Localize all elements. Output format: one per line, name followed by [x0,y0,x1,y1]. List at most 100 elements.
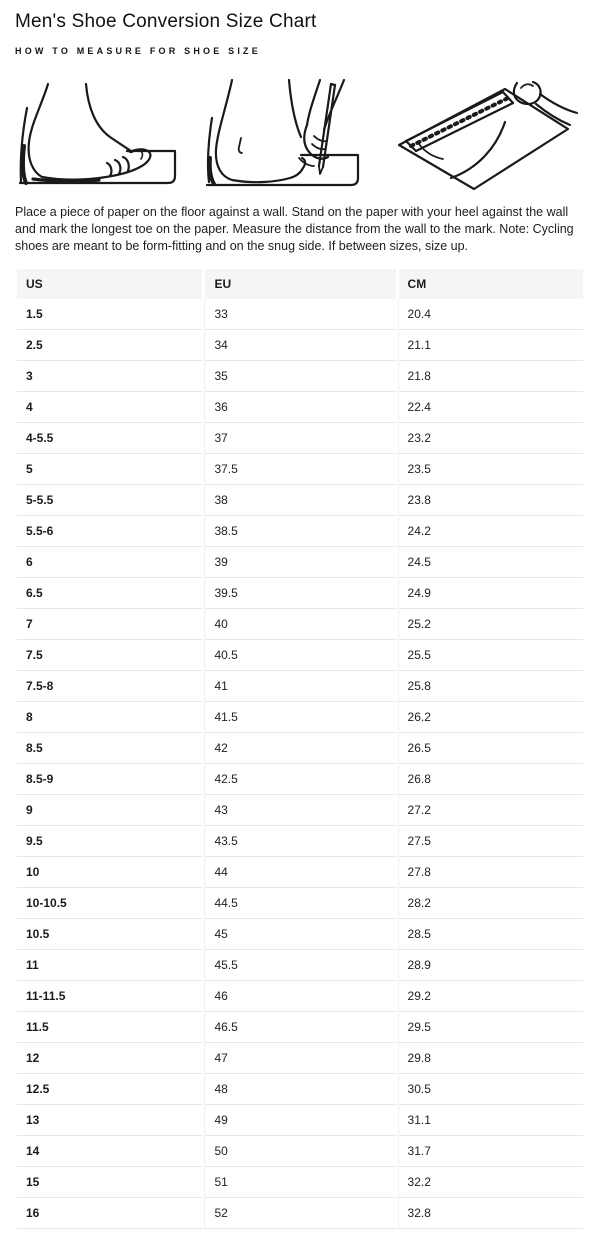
eu-size-cell: 43.5 [204,826,396,857]
eu-size-cell: 50 [204,1136,396,1167]
table-row: 5.5-6 38.5 24.2 [17,516,583,547]
cm-size-cell: 28.9 [397,950,583,981]
us-size-cell: 10-10.5 [17,888,203,919]
cm-size-cell: 21.8 [397,361,583,392]
us-size-cell: 3 [17,361,203,392]
cm-size-cell: 24.9 [397,578,583,609]
cm-size-cell: 29.2 [397,981,583,1012]
eu-size-cell: 37.5 [204,454,396,485]
cm-size-cell: 24.5 [397,547,583,578]
cm-size-cell: 23.5 [397,454,583,485]
table-row: 8.5-9 42.5 26.8 [17,764,583,795]
us-size-cell: 8 [17,702,203,733]
us-size-cell: 7 [17,609,203,640]
us-size-cell: 11 [17,950,203,981]
eu-size-cell: 38 [204,485,396,516]
how-to-measure-illustrations [15,76,585,194]
eu-size-cell: 36 [204,392,396,423]
table-row: 5-5.5 38 23.8 [17,485,583,516]
table-row: 9.5 43.5 27.5 [17,826,583,857]
cm-size-cell: 25.8 [397,671,583,702]
eu-size-cell: 44.5 [204,888,396,919]
table-row: 6.5 39.5 24.9 [17,578,583,609]
mark-toe-pencil-icon [205,78,360,187]
eu-size-cell: 43 [204,795,396,826]
measure-ruler-icon [397,80,579,191]
eu-size-cell: 33 [204,299,396,330]
us-size-cell: 8.5 [17,733,203,764]
us-size-cell: 14 [17,1136,203,1167]
us-size-cell: 13 [17,1105,203,1136]
us-size-cell: 4-5.5 [17,423,203,454]
eu-size-cell: 35 [204,361,396,392]
cm-size-cell: 31.7 [397,1136,583,1167]
cm-size-cell: 29.5 [397,1012,583,1043]
table-row: 11-11.5 46 29.2 [17,981,583,1012]
us-size-cell: 5 [17,454,203,485]
page-title: Men's Shoe Conversion Size Chart [15,11,317,32]
us-size-cell: 9 [17,795,203,826]
eu-size-cell: 38.5 [204,516,396,547]
table-row: 6 39 24.5 [17,547,583,578]
size-table-body: 1.5 33 20.4 2.5 34 21.1 3 35 21.8 4 36 2… [17,299,583,1229]
eu-size-cell: 44 [204,857,396,888]
size-table-header: US EU CM [17,269,583,299]
cm-size-cell: 26.8 [397,764,583,795]
eu-size-cell: 34 [204,330,396,361]
us-size-cell: 4 [17,392,203,423]
eu-size-cell: 42.5 [204,764,396,795]
eu-size-cell: 40.5 [204,640,396,671]
us-size-cell: 15 [17,1167,203,1198]
eu-size-cell: 51 [204,1167,396,1198]
table-row: 1.5 33 20.4 [17,299,583,330]
us-size-cell: 5.5-6 [17,516,203,547]
foot-on-paper-icon [18,82,177,185]
table-row: 13 49 31.1 [17,1105,583,1136]
cm-size-cell: 24.2 [397,516,583,547]
table-row: 9 43 27.2 [17,795,583,826]
cm-size-cell: 27.2 [397,795,583,826]
page-subtitle: HOW TO MEASURE FOR SHOE SIZE [15,46,261,56]
size-conversion-table: US EU CM 1.5 33 20.4 2.5 34 21.1 3 35 21… [15,269,585,1229]
cm-size-cell: 21.1 [397,330,583,361]
table-row: 2.5 34 21.1 [17,330,583,361]
column-header-us: US [17,269,203,299]
us-size-cell: 9.5 [17,826,203,857]
cm-size-cell: 26.5 [397,733,583,764]
us-size-cell: 8.5-9 [17,764,203,795]
us-size-cell: 12.5 [17,1074,203,1105]
cm-size-cell: 29.8 [397,1043,583,1074]
table-row: 16 52 32.8 [17,1198,583,1229]
column-header-cm: CM [397,269,583,299]
table-row: 11 45.5 28.9 [17,950,583,981]
table-row: 4 36 22.4 [17,392,583,423]
cm-size-cell: 20.4 [397,299,583,330]
us-size-cell: 5-5.5 [17,485,203,516]
column-header-eu: EU [204,269,396,299]
cm-size-cell: 23.2 [397,423,583,454]
table-row: 8 41.5 26.2 [17,702,583,733]
us-size-cell: 10.5 [17,919,203,950]
eu-size-cell: 46 [204,981,396,1012]
cm-size-cell: 27.5 [397,826,583,857]
table-row: 10.5 45 28.5 [17,919,583,950]
eu-size-cell: 40 [204,609,396,640]
eu-size-cell: 42 [204,733,396,764]
table-row: 12.5 48 30.5 [17,1074,583,1105]
us-size-cell: 1.5 [17,299,203,330]
table-row: 7.5 40.5 25.5 [17,640,583,671]
eu-size-cell: 39.5 [204,578,396,609]
cm-size-cell: 26.2 [397,702,583,733]
eu-size-cell: 45.5 [204,950,396,981]
table-row: 14 50 31.7 [17,1136,583,1167]
measure-instructions-text: Place a piece of paper on the floor agai… [15,205,574,253]
eu-size-cell: 46.5 [204,1012,396,1043]
cm-size-cell: 28.2 [397,888,583,919]
eu-size-cell: 41 [204,671,396,702]
table-row: 5 37.5 23.5 [17,454,583,485]
cm-size-cell: 31.1 [397,1105,583,1136]
cm-size-cell: 22.4 [397,392,583,423]
cm-size-cell: 27.8 [397,857,583,888]
eu-size-cell: 49 [204,1105,396,1136]
us-size-cell: 12 [17,1043,203,1074]
